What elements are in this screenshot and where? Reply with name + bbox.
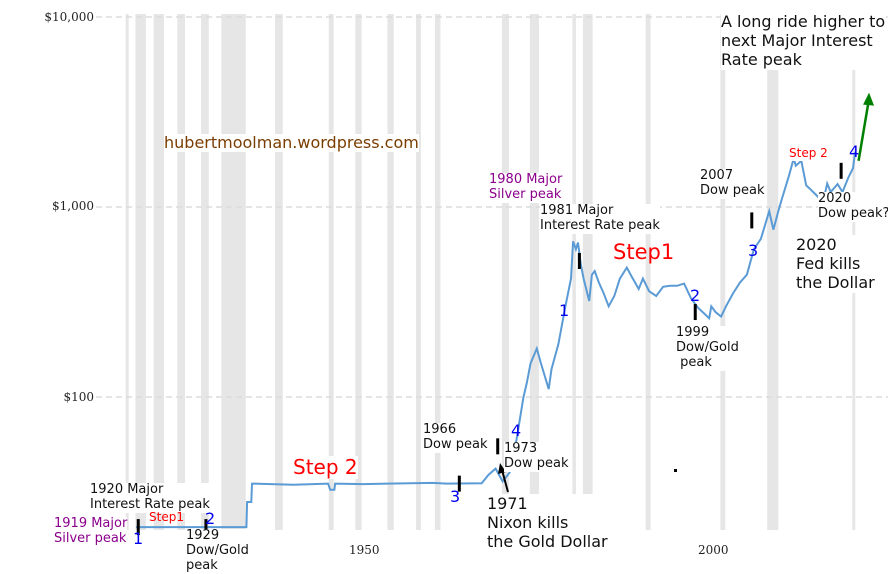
projection-arrow-line bbox=[857, 98, 871, 162]
wave-number: 3 bbox=[748, 241, 759, 260]
peak-marker bbox=[693, 304, 697, 321]
peak-marker bbox=[204, 519, 208, 536]
recession-band bbox=[387, 14, 394, 530]
peak-marker bbox=[496, 438, 500, 455]
wave-number: 4 bbox=[849, 142, 860, 161]
nixon-pointer-line bbox=[501, 469, 509, 493]
wave-number: 1 bbox=[133, 529, 144, 548]
recession-band bbox=[572, 14, 576, 530]
annotation-1981-rate: 1981 Major Interest Rate peak bbox=[540, 203, 660, 234]
gold-price-line bbox=[136, 151, 857, 529]
annotation-1980-silver: 1980 Major Silver peak bbox=[489, 172, 563, 203]
wave-number: 2 bbox=[690, 286, 701, 305]
peak-marker bbox=[750, 212, 754, 229]
peak-marker bbox=[136, 519, 140, 536]
peak-marker bbox=[457, 475, 461, 492]
step2-small-label: Step 2 bbox=[789, 146, 828, 161]
annotation-2007-dow: 2007 Dow peak bbox=[700, 168, 765, 199]
y-tick-label: $10,000 bbox=[44, 10, 94, 24]
projection-arrowhead bbox=[863, 92, 875, 106]
y-tick-label: $1,000 bbox=[52, 199, 94, 213]
annotation-ride-higher: A long ride higher to next Major Interest… bbox=[721, 12, 886, 70]
price-line-group bbox=[136, 151, 857, 529]
annotation-1971-nixon: 1971 Nixon kills the Gold Dollar bbox=[487, 494, 608, 552]
recession-band bbox=[529, 14, 539, 530]
recession-band bbox=[125, 14, 129, 530]
projection-arrow-group bbox=[857, 92, 875, 162]
dot-marker bbox=[674, 469, 677, 472]
recession-band bbox=[501, 14, 509, 530]
annotation-1929-dow: 1929 Dow/Gold peak bbox=[186, 528, 249, 574]
recession-bands bbox=[125, 14, 856, 530]
peak-marker bbox=[839, 162, 843, 179]
y-tick-label: $100 bbox=[63, 390, 94, 404]
recession-band bbox=[720, 14, 726, 530]
recession-band bbox=[135, 14, 146, 530]
recession-band bbox=[416, 14, 421, 530]
recession-band bbox=[153, 14, 165, 530]
x-tick-label: 2000 bbox=[698, 543, 729, 557]
recession-band bbox=[221, 14, 246, 530]
annotation-2020-fed: 2020 Fed kills the Dollar bbox=[796, 235, 875, 293]
recession-band bbox=[582, 14, 593, 530]
recession-band bbox=[177, 14, 186, 530]
step1-label: Step1 bbox=[613, 240, 675, 264]
annotation-1920-rate: 1920 Major Interest Rate peak bbox=[90, 482, 210, 513]
x-tick-label: 1950 bbox=[349, 543, 380, 557]
annotation-1973-dow: 1973 Dow peak bbox=[504, 441, 569, 472]
annotation-1999-dow: 1999 Dow/Gold peak bbox=[676, 325, 739, 371]
step1-small-label: Step1 bbox=[149, 510, 184, 524]
recession-band bbox=[434, 14, 441, 530]
annotation-2020-dow: 2020 Dow peak? bbox=[818, 191, 888, 222]
annotation-1966-dow: 1966 Dow peak bbox=[423, 422, 488, 453]
step2-label: Step 2 bbox=[293, 455, 358, 479]
wave-number: 2 bbox=[205, 509, 216, 528]
recession-band bbox=[201, 14, 209, 530]
wave-number: 4 bbox=[511, 421, 522, 440]
watermark: hubertmoolman.wordpress.com bbox=[164, 133, 419, 153]
recession-band bbox=[328, 14, 334, 530]
annotation-1919-silver: 1919 Major Silver peak bbox=[54, 516, 128, 547]
recession-band bbox=[275, 14, 283, 530]
recession-band bbox=[355, 14, 362, 530]
recession-band bbox=[645, 14, 651, 530]
markers bbox=[136, 162, 843, 536]
wave-number: 1 bbox=[559, 301, 570, 320]
wave-number: 3 bbox=[450, 487, 461, 506]
recession-band bbox=[767, 14, 779, 530]
peak-marker bbox=[577, 252, 581, 269]
